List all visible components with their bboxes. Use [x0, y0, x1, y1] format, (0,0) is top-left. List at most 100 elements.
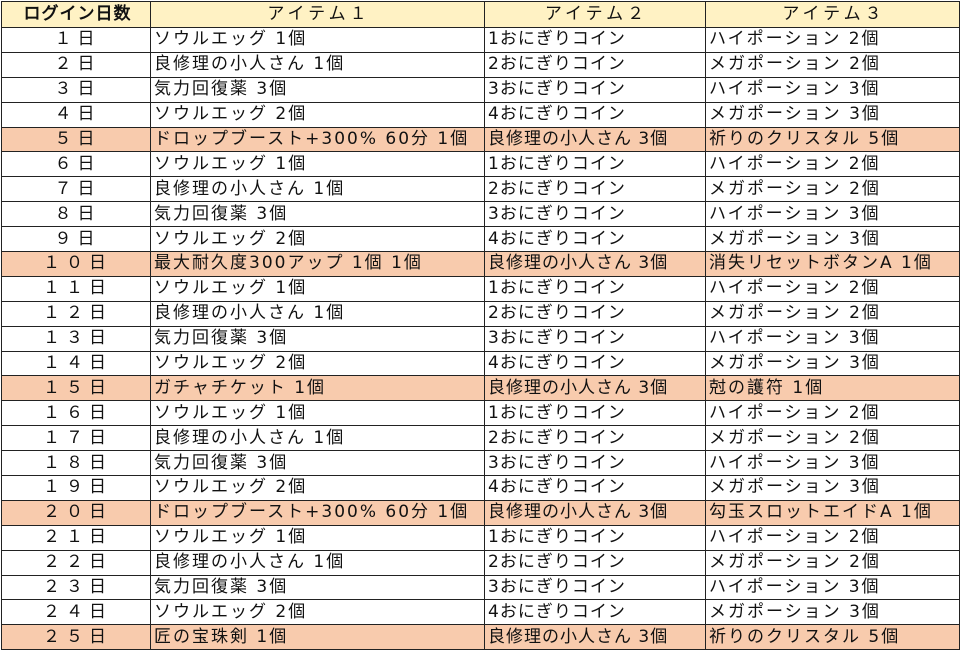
- item2-cell: 良修理の小人さん 3個: [484, 375, 706, 402]
- item2-cell: 1おにぎりコイン: [484, 400, 706, 427]
- item2-cell: 良修理の小人さん 3個: [484, 251, 706, 277]
- table-row: １９日 ソウルエッグ 2個 4おにぎりコイン メガポーション 3個: [1, 475, 960, 501]
- item3-cell: メガポーション 2個: [705, 51, 960, 78]
- item1-cell: ソウルエッグ 1個: [150, 524, 485, 551]
- day-cell: １８日: [1, 450, 151, 477]
- item2-cell: 2おにぎりコイン: [484, 176, 706, 203]
- table-row: ２２日 良修理の小人さん 1個 2おにぎりコイン メガポーション 2個: [1, 549, 960, 576]
- item2-cell: 1おにぎりコイン: [484, 27, 706, 53]
- day-cell: ２３日: [1, 574, 151, 601]
- item1-cell: ソウルエッグ 2個: [150, 599, 485, 626]
- table-row: １日 ソウルエッグ 1個 1おにぎりコイン ハイポーション 2個: [1, 27, 960, 53]
- item1-cell: ガチャチケット 1個: [150, 375, 485, 402]
- item3-cell: メガポーション 2個: [705, 176, 960, 203]
- item2-cell: 4おにぎりコイン: [484, 599, 706, 626]
- table-row: １７日 良修理の小人さん 1個 2おにぎりコイン メガポーション 2個: [1, 425, 960, 452]
- day-cell: １７日: [1, 425, 151, 452]
- item2-cell: 良修理の小人さん 3個: [484, 499, 706, 526]
- item1-cell: ソウルエッグ 2個: [150, 350, 485, 377]
- item2-cell: 3おにぎりコイン: [484, 201, 706, 228]
- item1-cell: 気力回復薬 3個: [150, 76, 485, 103]
- item1-cell: 気力回復薬 3個: [150, 574, 485, 601]
- item1-cell: ソウルエッグ 1個: [150, 151, 485, 178]
- item2-cell: 1おにぎりコイン: [484, 524, 706, 551]
- day-cell: １５日: [1, 375, 151, 402]
- header-login-days: ログイン日数: [1, 1, 151, 28]
- day-cell: １２日: [1, 300, 151, 327]
- item2-cell: 4おにぎりコイン: [484, 226, 706, 253]
- item2-cell: 良修理の小人さん 3個: [484, 126, 706, 153]
- day-cell: １０日: [1, 251, 151, 277]
- item1-cell: 気力回復薬 3個: [150, 450, 485, 477]
- header-item1: アイテム１: [150, 1, 485, 28]
- item3-cell: 勾玉スロットエイドA 1個: [705, 499, 960, 526]
- table-row: ２０日 ドロップブースト+300% 60分 1個 良修理の小人さん 3個 勾玉スロット…: [1, 499, 960, 526]
- item1-cell: 匠の宝珠剣 1個: [150, 624, 485, 651]
- item1-cell: 良修理の小人さん 1個: [150, 51, 485, 78]
- item2-cell: 3おにぎりコイン: [484, 574, 706, 601]
- item1-cell: ドロップブースト+300% 60分 1個: [150, 499, 485, 526]
- day-cell: ２日: [1, 51, 151, 78]
- item3-cell: ハイポーション 2個: [705, 151, 960, 178]
- item2-cell: 3おにぎりコイン: [484, 76, 706, 103]
- day-cell: １４日: [1, 350, 151, 377]
- item2-cell: 1おにぎりコイン: [484, 275, 706, 302]
- item1-cell: 良修理の小人さん 1個: [150, 425, 485, 452]
- item3-cell: メガポーション 2個: [705, 549, 960, 576]
- header-row: ログイン日数 アイテム１ アイテム２ アイテム３: [1, 1, 960, 28]
- item3-cell: 消失リセットボタンA 1個: [705, 251, 960, 277]
- item1-cell: ソウルエッグ 2個: [150, 101, 485, 128]
- item1-cell: ドロップブースト+300% 60分 1個: [150, 126, 485, 153]
- table-row: １１日 ソウルエッグ 1個 1おにぎりコイン ハイポーション 2個: [1, 275, 960, 302]
- table-row: ３日 気力回復薬 3個 3おにぎりコイン ハイポーション 3個: [1, 76, 960, 103]
- item3-cell: ハイポーション 2個: [705, 524, 960, 551]
- item2-cell: 2おにぎりコイン: [484, 51, 706, 78]
- item1-cell: ソウルエッグ 1個: [150, 400, 485, 427]
- item3-cell: 祈りのクリスタル 5個: [705, 624, 960, 651]
- item2-cell: 2おにぎりコイン: [484, 300, 706, 327]
- table-row: ５日 ドロップブースト+300% 60分 1個 良修理の小人さん 3個 祈りのクリスタ…: [1, 126, 960, 153]
- day-cell: １９日: [1, 475, 151, 501]
- item3-cell: メガポーション 3個: [705, 475, 960, 501]
- day-cell: ８日: [1, 201, 151, 228]
- item3-cell: 尅の護符 1個: [705, 375, 960, 402]
- table-row: ２１日 ソウルエッグ 1個 1おにぎりコイン ハイポーション 2個: [1, 524, 960, 551]
- table-row: ６日 ソウルエッグ 1個 1おにぎりコイン ハイポーション 2個: [1, 151, 960, 178]
- table-row: ８日 気力回復薬 3個 3おにぎりコイン ハイポーション 3個: [1, 201, 960, 228]
- item1-cell: ソウルエッグ 2個: [150, 475, 485, 501]
- item3-cell: メガポーション 3個: [705, 599, 960, 626]
- day-cell: ２０日: [1, 499, 151, 526]
- day-cell: ２５日: [1, 624, 151, 651]
- item2-cell: 2おにぎりコイン: [484, 549, 706, 576]
- item3-cell: ハイポーション 3個: [705, 450, 960, 477]
- header-item2: アイテム２: [484, 1, 706, 28]
- item1-cell: 良修理の小人さん 1個: [150, 300, 485, 327]
- table-row: １８日 気力回復薬 3個 3おにぎりコイン ハイポーション 3個: [1, 450, 960, 477]
- day-cell: ２４日: [1, 599, 151, 626]
- table-row: ４日 ソウルエッグ 2個 4おにぎりコイン メガポーション 3個: [1, 101, 960, 128]
- item2-cell: 2おにぎりコイン: [484, 425, 706, 452]
- day-cell: ７日: [1, 176, 151, 203]
- item3-cell: ハイポーション 3個: [705, 574, 960, 601]
- table-row: １５日 ガチャチケット 1個 良修理の小人さん 3個 尅の護符 1個: [1, 375, 960, 402]
- item2-cell: 3おにぎりコイン: [484, 325, 706, 352]
- item2-cell: 4おにぎりコイン: [484, 101, 706, 128]
- table-row: １４日 ソウルエッグ 2個 4おにぎりコイン メガポーション 3個: [1, 350, 960, 377]
- item1-cell: ソウルエッグ 1個: [150, 275, 485, 302]
- item1-cell: 気力回復薬 3個: [150, 325, 485, 352]
- table-row: ７日 良修理の小人さん 1個 2おにぎりコイン メガポーション 2個: [1, 176, 960, 203]
- day-cell: １６日: [1, 400, 151, 427]
- day-cell: ３日: [1, 76, 151, 103]
- day-cell: ６日: [1, 151, 151, 178]
- item2-cell: 4おにぎりコイン: [484, 350, 706, 377]
- day-cell: １１日: [1, 275, 151, 302]
- item3-cell: ハイポーション 2個: [705, 400, 960, 427]
- table-row: １６日 ソウルエッグ 1個 1おにぎりコイン ハイポーション 2個: [1, 400, 960, 427]
- item1-cell: 最大耐久度300アップ 1個 1個: [150, 251, 485, 277]
- item2-cell: 4おにぎりコイン: [484, 475, 706, 501]
- table-row: ２３日 気力回復薬 3個 3おにぎりコイン ハイポーション 3個: [1, 574, 960, 601]
- header-item3: アイテム３: [705, 1, 960, 28]
- item3-cell: 祈りのクリスタル 5個: [705, 126, 960, 153]
- item2-cell: 良修理の小人さん 3個: [484, 624, 706, 651]
